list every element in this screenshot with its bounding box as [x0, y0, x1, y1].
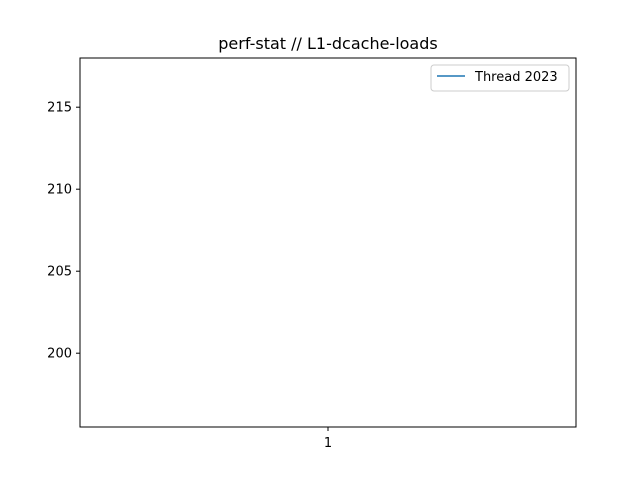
legend-box: [430, 64, 570, 92]
legend-label: Thread 2023: [474, 70, 558, 85]
chart-title: perf-stat // L1-dcache-loads: [218, 34, 437, 53]
plot-area: [79, 57, 577, 428]
y-tick-label: 205: [47, 265, 72, 280]
y-tick-label: 210: [47, 183, 72, 198]
y-axis: 200 205 210 215: [47, 101, 80, 362]
y-tick-label: 200: [47, 347, 72, 362]
y-tick-label: 215: [47, 101, 72, 116]
x-axis: 1: [324, 427, 332, 451]
legend: Thread 2023: [430, 64, 570, 92]
x-tick-label: 1: [324, 436, 332, 451]
